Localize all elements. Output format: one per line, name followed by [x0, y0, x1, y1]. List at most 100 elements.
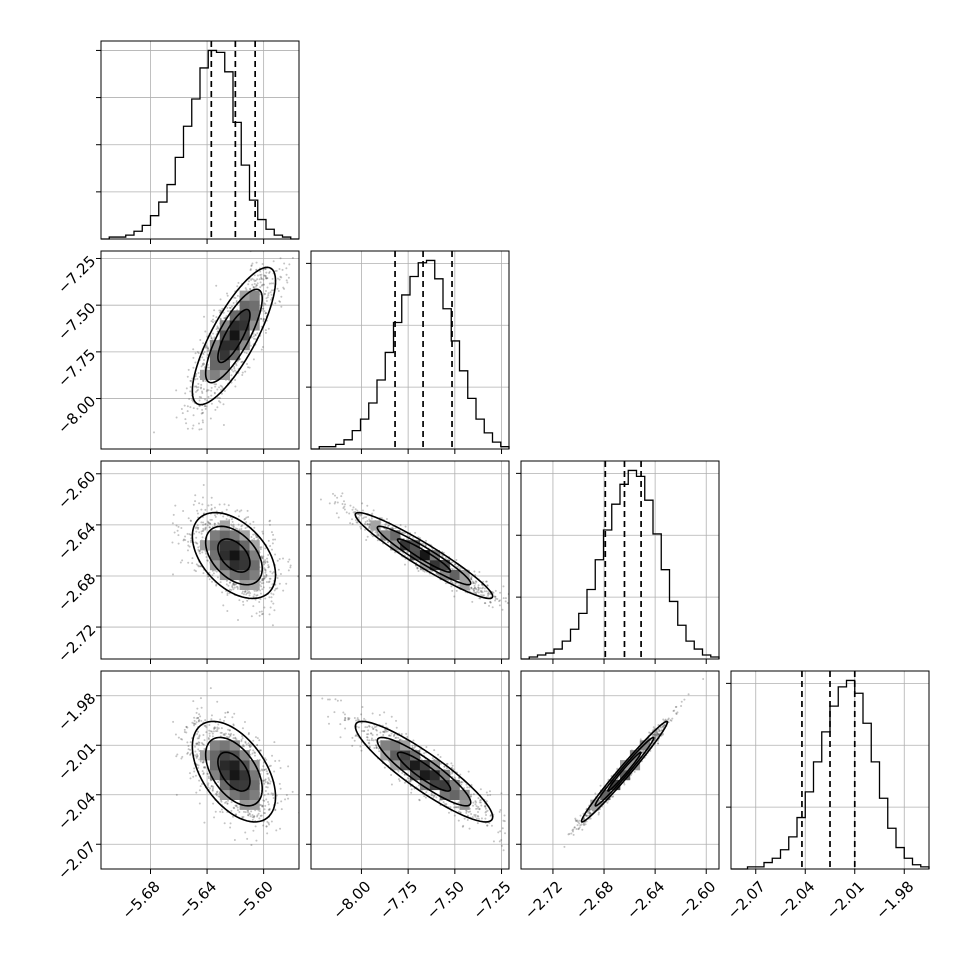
scatter-point [470, 587, 473, 590]
scatter-point [425, 745, 428, 748]
scatter-point [573, 826, 576, 829]
scatter-point [251, 752, 254, 755]
scatter-point [195, 372, 198, 375]
scatter-point [460, 780, 463, 783]
scatter-point [198, 802, 201, 805]
scatter-point [278, 558, 281, 561]
scatter-point [395, 726, 398, 729]
scatter-point [263, 563, 266, 566]
scatter-point [225, 735, 228, 738]
scatter-point [439, 762, 442, 765]
scatter-point [364, 523, 367, 526]
scatter-point [654, 735, 657, 738]
scatter-point [476, 807, 479, 810]
scatter-point [234, 736, 237, 739]
scatter-point [244, 527, 247, 530]
scatter-point [472, 581, 475, 584]
scatter-point [344, 719, 347, 722]
scatter-point [263, 799, 266, 802]
density-bin [449, 789, 460, 800]
scatter-point [215, 284, 218, 287]
scatter-point [197, 716, 200, 719]
scatter-point [250, 265, 253, 268]
scatter-point [229, 734, 232, 737]
scatter-point [171, 522, 174, 525]
scatter-point [263, 293, 266, 296]
scatter-point [675, 712, 678, 715]
scatter-point [470, 586, 473, 589]
scatter-point [200, 532, 203, 535]
scatter-point [279, 766, 282, 769]
scatter-point [416, 567, 419, 570]
scatter-point [203, 315, 206, 318]
scatter-point [432, 796, 435, 799]
scatter-point [276, 587, 279, 590]
scatter-point [262, 283, 265, 286]
scatter-point [175, 755, 178, 758]
scatter-point [191, 399, 194, 402]
contour-line [191, 266, 277, 406]
scatter-point [260, 276, 263, 279]
scatter-point [479, 801, 482, 804]
scatter-point [219, 810, 222, 813]
scatter-point [215, 570, 218, 573]
density-bin [219, 740, 230, 751]
scatter-point [503, 814, 506, 817]
scatter-point [233, 584, 236, 587]
scatter-point [266, 832, 269, 835]
scatter-point [201, 530, 204, 533]
scatter-point [568, 832, 571, 835]
scatter-point [227, 584, 230, 587]
scatter-point [232, 526, 235, 529]
scatter-point [175, 793, 178, 796]
scatter-point [185, 725, 188, 728]
scatter-point [485, 580, 488, 583]
scatter-point [232, 815, 235, 818]
scatter-point [642, 750, 645, 753]
diag-panel-2 [516, 460, 720, 664]
scatter-point [582, 818, 585, 821]
scatter-point [270, 600, 273, 603]
scatter-point [207, 575, 210, 578]
scatter-point [366, 504, 369, 507]
density-bin [239, 770, 250, 781]
scatter-point [447, 811, 450, 814]
scatter-point [196, 753, 199, 756]
scatter-point [174, 733, 177, 736]
scatter-point [577, 827, 580, 830]
scatter-point [192, 722, 195, 725]
scatter-point [266, 772, 269, 775]
scatter-point [210, 785, 213, 788]
contour-line [580, 720, 669, 823]
scatter-point [259, 546, 262, 549]
scatter-point [262, 304, 265, 307]
scatter-point [204, 528, 207, 531]
scatter-point [501, 608, 504, 611]
scatter-point [494, 595, 497, 598]
panel-frame [100, 40, 300, 240]
scatter-point [216, 388, 219, 391]
scatter-point [374, 531, 377, 534]
scatter-point [201, 421, 204, 424]
scatter-point [444, 556, 447, 559]
scatter-point [261, 612, 264, 615]
density-bin [410, 760, 421, 771]
scatter-point [245, 521, 248, 524]
scatter-point [276, 577, 279, 580]
scatter-point [481, 591, 484, 594]
scatter-point [206, 388, 209, 391]
scatter-point [230, 801, 233, 804]
scatter-point [180, 757, 183, 760]
scatter-point [242, 815, 245, 818]
scatter-point [197, 527, 200, 530]
scatter-point [184, 392, 187, 395]
scatter-point [188, 772, 191, 775]
scatter-point [200, 428, 203, 431]
scatter-point [287, 276, 290, 279]
scatter-point [288, 558, 291, 561]
scatter-point [360, 513, 363, 516]
scatter-point [443, 765, 446, 768]
scatter-point [423, 795, 426, 798]
scatter-point [576, 824, 579, 827]
scatter-point [675, 705, 678, 708]
